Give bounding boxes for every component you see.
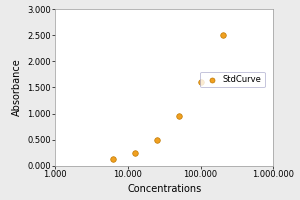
StdCurve <box>154 138 159 141</box>
Legend: StdCurve: StdCurve <box>200 72 265 87</box>
StdCurve <box>220 34 225 37</box>
Y-axis label: Absorbance: Absorbance <box>12 59 22 116</box>
StdCurve <box>133 151 137 154</box>
StdCurve <box>111 157 116 161</box>
StdCurve <box>176 115 181 118</box>
X-axis label: Concentrations: Concentrations <box>127 184 201 194</box>
StdCurve <box>198 81 203 84</box>
